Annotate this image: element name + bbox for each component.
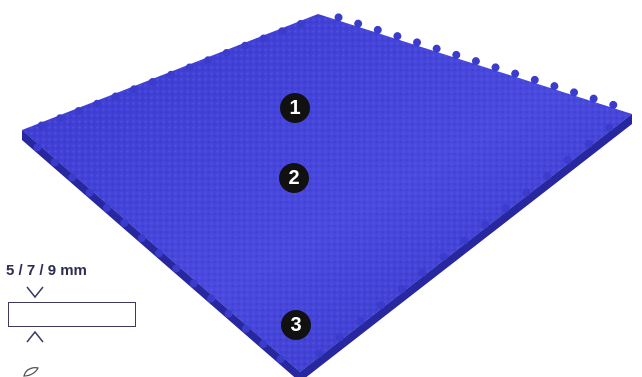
tile-tooth [452,50,461,59]
tile-tooth [397,285,406,294]
tile-tooth [356,317,365,326]
tile-tooth [373,25,382,34]
chevron-down-icon [26,286,44,299]
marker-3-number: 3 [290,313,302,336]
tile-tooth [460,236,469,245]
tile-tooth [334,13,343,22]
tile-tooth [501,204,510,213]
tile-tooth [278,27,287,36]
tile-tooth [563,156,572,165]
tile-tooth [241,324,250,333]
tile-tooth [207,294,216,303]
tile-tooth [130,85,139,94]
tile-tooth [471,57,480,66]
tile-edge [22,114,632,377]
tile-tooth [172,264,181,273]
tile-tooth [413,38,422,47]
tile-tooth [137,234,146,243]
tile-tooth [185,63,194,72]
thickness-label: 5 / 7 / 9 mm [6,262,87,279]
marker-2-number: 2 [288,166,300,189]
tile-tooth [511,69,520,78]
tile-tooth [584,139,593,148]
tile-tooth [522,188,531,197]
tile-tooth [85,188,94,197]
tile-tooth [241,41,250,50]
tile-tooth [335,333,344,342]
leaf-icon [23,367,39,377]
tile-tooth [259,34,268,43]
marker-3: 3 [281,310,311,340]
tile-tooth [111,92,120,101]
tile-tooth [37,121,46,130]
tile-tooth [155,249,164,258]
tile-tooth [167,70,176,79]
tile-tooth [480,220,489,229]
tile-tooth [224,309,233,318]
tile-tooth [491,63,500,72]
tile-tooth [74,107,83,116]
chevron-up-icon [26,330,44,343]
tile-tooth [120,219,129,228]
tile-tooth [354,19,363,28]
tile-tooth [432,44,441,53]
tile-tooth [259,340,268,349]
tile-tooth [296,20,305,29]
tile-tooth [314,349,323,358]
marker-1: 1 [280,93,310,123]
tile-tooth [377,301,386,310]
tile-tooth [93,99,102,108]
tile-tooth [68,173,77,182]
tile-tooth [530,75,539,84]
tile-tooth [589,94,598,103]
tile-tooth [56,114,65,123]
tile-tooth [50,158,59,167]
tile-tooth [102,203,111,212]
tile-tooth [204,56,213,65]
tile-tooth [418,268,427,277]
tile-tooth [543,172,552,181]
tile-tooth [605,123,614,132]
marker-1-number: 1 [289,96,301,119]
tile-tooth [148,78,157,87]
tile-tooth [33,143,42,152]
tile-tooth [550,82,559,91]
tile-tooth [609,100,618,109]
tile-tooth [276,355,285,364]
tile-tooth [189,279,198,288]
tile-tooth [570,88,579,97]
thickness-diagram [8,302,136,327]
tile-tooth [439,252,448,261]
tile-tooth [222,49,231,58]
tile-tooth [393,32,402,41]
interlock-teeth [33,13,618,364]
marker-2: 2 [279,163,309,193]
